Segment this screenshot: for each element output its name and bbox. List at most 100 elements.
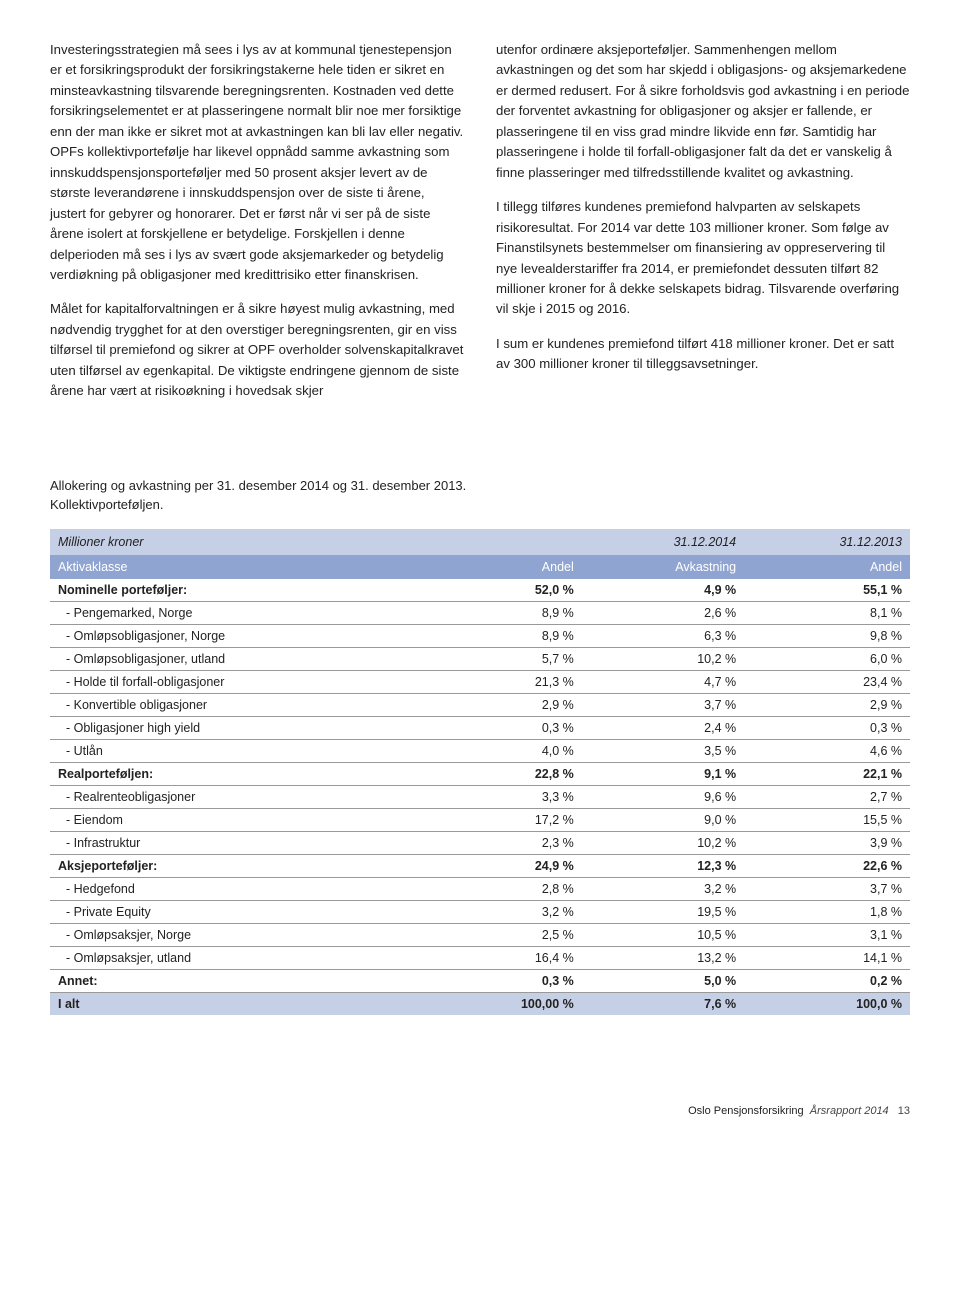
row-andel-2014: 21,3 % (437, 670, 582, 693)
paragraph: Målet for kapitalforvaltningen er å sikr… (50, 299, 464, 401)
row-andel-2014: 100,00 % (437, 992, 582, 1015)
table-row: - Infrastruktur2,3 %10,2 %3,9 % (50, 831, 910, 854)
row-label: - Private Equity (50, 900, 437, 923)
row-andel-2014: 3,2 % (437, 900, 582, 923)
row-label: - Obligasjoner high yield (50, 716, 437, 739)
row-andel-2013: 23,4 % (744, 670, 910, 693)
table-header-row-2: Aktivaklasse Andel Avkastning Andel (50, 555, 910, 579)
row-avkastning: 7,6 % (582, 992, 744, 1015)
row-avkastning: 3,7 % (582, 693, 744, 716)
row-avkastning: 9,6 % (582, 785, 744, 808)
row-label: - Pengemarked, Norge (50, 601, 437, 624)
row-avkastning: 4,7 % (582, 670, 744, 693)
row-andel-2014: 3,3 % (437, 785, 582, 808)
row-andel-2014: 0,3 % (437, 969, 582, 992)
paragraph: I sum er kundenes premiefond tilført 418… (496, 334, 910, 375)
row-label: Realporteføljen: (50, 762, 437, 785)
row-avkastning: 3,2 % (582, 877, 744, 900)
table-row: - Pengemarked, Norge8,9 %2,6 %8,1 % (50, 601, 910, 624)
table-row: - Omløpsaksjer, utland16,4 %13,2 %14,1 % (50, 946, 910, 969)
row-andel-2014: 16,4 % (437, 946, 582, 969)
allocation-table: Millioner kroner 31.12.2014 31.12.2013 A… (50, 529, 910, 1015)
header-cell: Andel (437, 555, 582, 579)
row-andel-2013: 2,9 % (744, 693, 910, 716)
table-row: - Konvertible obligasjoner2,9 %3,7 %2,9 … (50, 693, 910, 716)
table-row: - Omløpsaksjer, Norge2,5 %10,5 %3,1 % (50, 923, 910, 946)
table-row: - Private Equity3,2 %19,5 %1,8 % (50, 900, 910, 923)
row-avkastning: 5,0 % (582, 969, 744, 992)
footer-page-number: 13 (898, 1105, 910, 1117)
row-avkastning: 10,2 % (582, 831, 744, 854)
row-label: - Realrenteobligasjoner (50, 785, 437, 808)
row-avkastning: 9,1 % (582, 762, 744, 785)
table-row: - Eiendom17,2 %9,0 %15,5 % (50, 808, 910, 831)
row-andel-2014: 52,0 % (437, 579, 582, 602)
row-avkastning: 10,2 % (582, 647, 744, 670)
row-label: - Omløpsaksjer, Norge (50, 923, 437, 946)
row-andel-2013: 9,8 % (744, 624, 910, 647)
header-cell: 31.12.2013 (744, 529, 910, 555)
header-cell: Aktivaklasse (50, 555, 437, 579)
caption-line-2: Kollektivporteføljen. (50, 497, 163, 512)
table-row: Nominelle porteføljer:52,0 %4,9 %55,1 % (50, 579, 910, 602)
row-label: - Utlån (50, 739, 437, 762)
row-avkastning: 6,3 % (582, 624, 744, 647)
row-andel-2013: 3,7 % (744, 877, 910, 900)
row-label: - Infrastruktur (50, 831, 437, 854)
header-cell: Andel (744, 555, 910, 579)
row-andel-2014: 2,9 % (437, 693, 582, 716)
row-andel-2013: 22,1 % (744, 762, 910, 785)
footer-report: Årsrapport 2014 (810, 1105, 889, 1117)
row-andel-2013: 3,1 % (744, 923, 910, 946)
row-andel-2013: 55,1 % (744, 579, 910, 602)
row-andel-2013: 14,1 % (744, 946, 910, 969)
row-andel-2013: 22,6 % (744, 854, 910, 877)
row-label: - Omløpsobligasjoner, Norge (50, 624, 437, 647)
row-avkastning: 12,3 % (582, 854, 744, 877)
row-andel-2014: 24,9 % (437, 854, 582, 877)
table-row: - Omløpsobligasjoner, utland5,7 %10,2 %6… (50, 647, 910, 670)
footer-company: Oslo Pensjonsforsikring (688, 1105, 804, 1117)
row-andel-2014: 5,7 % (437, 647, 582, 670)
body-columns: Investeringsstrategien må sees i lys av … (50, 40, 910, 416)
row-andel-2014: 2,8 % (437, 877, 582, 900)
row-andel-2013: 4,6 % (744, 739, 910, 762)
table-row: Realporteføljen:22,8 %9,1 %22,1 % (50, 762, 910, 785)
row-label: - Omløpsobligasjoner, utland (50, 647, 437, 670)
row-avkastning: 19,5 % (582, 900, 744, 923)
paragraph: Investeringsstrategien må sees i lys av … (50, 40, 464, 285)
row-avkastning: 9,0 % (582, 808, 744, 831)
row-andel-2013: 0,3 % (744, 716, 910, 739)
row-andel-2014: 2,5 % (437, 923, 582, 946)
row-avkastning: 13,2 % (582, 946, 744, 969)
caption-line-1: Allokering og avkastning per 31. desembe… (50, 478, 466, 493)
row-andel-2014: 17,2 % (437, 808, 582, 831)
row-andel-2013: 2,7 % (744, 785, 910, 808)
row-label: - Eiendom (50, 808, 437, 831)
row-andel-2013: 6,0 % (744, 647, 910, 670)
table-row: - Realrenteobligasjoner3,3 %9,6 %2,7 % (50, 785, 910, 808)
page-footer: Oslo Pensjonsforsikring Årsrapport 2014 … (50, 1105, 910, 1117)
row-label: - Omløpsaksjer, utland (50, 946, 437, 969)
row-andel-2013: 15,5 % (744, 808, 910, 831)
table-row: Annet:0,3 %5,0 %0,2 % (50, 969, 910, 992)
row-label: Nominelle porteføljer: (50, 579, 437, 602)
table-row: I alt100,00 %7,6 %100,0 % (50, 992, 910, 1015)
table-row: - Hedgefond2,8 %3,2 %3,7 % (50, 877, 910, 900)
right-column: utenfor ordinære aksjeporteføljer. Samme… (496, 40, 910, 416)
row-andel-2014: 2,3 % (437, 831, 582, 854)
row-andel-2013: 0,2 % (744, 969, 910, 992)
row-avkastning: 2,6 % (582, 601, 744, 624)
row-label: I alt (50, 992, 437, 1015)
row-andel-2014: 8,9 % (437, 601, 582, 624)
paragraph: utenfor ordinære aksjeporteføljer. Samme… (496, 40, 910, 183)
row-andel-2013: 8,1 % (744, 601, 910, 624)
row-andel-2014: 0,3 % (437, 716, 582, 739)
table-header-row-1: Millioner kroner 31.12.2014 31.12.2013 (50, 529, 910, 555)
row-label: - Hedgefond (50, 877, 437, 900)
table-row: - Omløpsobligasjoner, Norge8,9 %6,3 %9,8… (50, 624, 910, 647)
table-row: Aksjeporteføljer:24,9 %12,3 %22,6 % (50, 854, 910, 877)
header-cell: 31.12.2014 (437, 529, 745, 555)
row-andel-2013: 1,8 % (744, 900, 910, 923)
row-label: - Holde til forfall-obligasjoner (50, 670, 437, 693)
